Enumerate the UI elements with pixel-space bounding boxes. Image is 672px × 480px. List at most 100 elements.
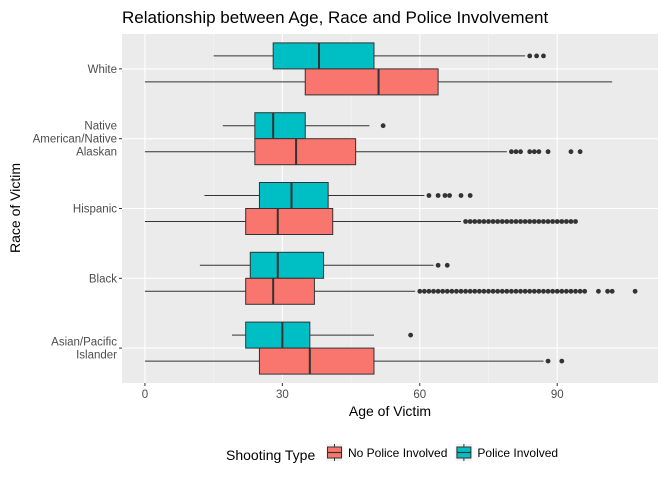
outlier-point bbox=[481, 219, 487, 224]
outlier-point bbox=[463, 288, 468, 294]
outlier-point bbox=[449, 288, 455, 294]
outlier-point bbox=[426, 193, 432, 198]
legend-label: Police Involved bbox=[477, 446, 558, 460]
outlier-point bbox=[509, 219, 514, 224]
outlier-point bbox=[458, 193, 464, 198]
outlier-point bbox=[495, 288, 501, 294]
outlier-point bbox=[504, 288, 510, 294]
outlier-point bbox=[554, 288, 560, 294]
outlier-point bbox=[527, 149, 533, 155]
outlier-point bbox=[568, 288, 574, 294]
outlier-point bbox=[495, 219, 501, 224]
outlier-point bbox=[545, 219, 551, 224]
outlier-point bbox=[550, 288, 556, 294]
outlier-point bbox=[467, 193, 473, 198]
outlier-point bbox=[513, 288, 519, 294]
box bbox=[245, 321, 311, 349]
outlier-point bbox=[573, 219, 578, 224]
outlier-point bbox=[577, 149, 583, 155]
outlier-point bbox=[522, 219, 528, 224]
outlier-point bbox=[490, 288, 496, 294]
outlier-point bbox=[554, 219, 560, 224]
y-tick-label-line: Islander bbox=[76, 350, 117, 362]
y-tick-label-line: Asian/Pacific bbox=[51, 337, 117, 349]
outlier-point bbox=[605, 288, 611, 294]
outlier-point bbox=[447, 193, 452, 198]
y-tick-label: Asian/Pacific Islander bbox=[51, 337, 117, 362]
outlier-point bbox=[467, 288, 473, 294]
outlier-point bbox=[408, 332, 414, 338]
outlier-point bbox=[426, 288, 432, 294]
x-tick-label: 30 bbox=[276, 389, 289, 401]
outlier-point bbox=[499, 288, 505, 294]
outlier-point bbox=[568, 219, 574, 224]
outlier-point bbox=[550, 219, 556, 224]
box bbox=[254, 138, 357, 166]
outlier-point bbox=[435, 288, 441, 294]
outlier-point bbox=[559, 288, 565, 294]
outlier-point bbox=[545, 288, 551, 294]
outlier-point bbox=[417, 288, 423, 294]
outlier-point bbox=[481, 288, 487, 294]
box bbox=[258, 347, 375, 375]
outlier-point bbox=[421, 288, 427, 294]
outlier-point bbox=[563, 219, 569, 224]
y-ticks: White Native American/Native Alaskan Hispani… bbox=[33, 64, 122, 362]
outlier-point bbox=[527, 219, 533, 224]
box bbox=[272, 42, 375, 70]
legend-label: No Police Involved bbox=[348, 446, 447, 460]
outlier-point bbox=[454, 288, 459, 294]
outlier-point bbox=[596, 288, 601, 294]
outlier-point bbox=[431, 288, 436, 294]
outlier-point bbox=[541, 53, 546, 59]
outlier-point bbox=[476, 219, 482, 224]
outlier-point bbox=[509, 149, 514, 155]
outlier-point bbox=[463, 219, 468, 224]
grid-lines bbox=[122, 34, 658, 383]
outlier-point bbox=[490, 219, 496, 224]
box bbox=[245, 277, 315, 305]
outlier-point bbox=[534, 53, 539, 59]
outlier-point bbox=[531, 149, 537, 155]
outlier-point bbox=[518, 288, 523, 294]
outlier-point bbox=[527, 288, 533, 294]
box bbox=[245, 208, 334, 235]
box bbox=[304, 68, 439, 96]
outlier-point bbox=[499, 219, 505, 224]
outlier-point bbox=[577, 288, 583, 294]
outlier-point bbox=[435, 262, 441, 268]
outlier-point bbox=[559, 219, 565, 224]
outlier-point bbox=[632, 288, 638, 294]
x-tick-label: 0 bbox=[142, 389, 148, 401]
outlier-point bbox=[582, 288, 588, 294]
outlier-point bbox=[545, 358, 551, 364]
chart-title: Relationship between Age, Race and Polic… bbox=[122, 8, 548, 27]
y-tick-label: Black bbox=[89, 273, 117, 285]
outlier-point bbox=[472, 288, 478, 294]
outlier-point bbox=[527, 53, 533, 59]
y-tick-label-line: Black bbox=[89, 273, 117, 285]
box bbox=[249, 251, 325, 279]
outlier-point bbox=[531, 288, 537, 294]
x-tick-label: 60 bbox=[413, 389, 426, 401]
y-tick-label-line: American/Native bbox=[33, 134, 117, 146]
outlier-point bbox=[568, 149, 574, 155]
legend-title: Shooting Type bbox=[226, 447, 315, 463]
outlier-point bbox=[531, 219, 537, 224]
outlier-point bbox=[541, 219, 546, 224]
outlier-point bbox=[522, 288, 528, 294]
outlier-point bbox=[513, 149, 519, 155]
x-ticks: 0 30 60 90 bbox=[142, 383, 564, 401]
outlier-point bbox=[609, 288, 615, 294]
outlier-point bbox=[380, 123, 386, 129]
outlier-point bbox=[444, 262, 450, 268]
outlier-point bbox=[440, 288, 446, 294]
outlier-point bbox=[435, 193, 441, 198]
outlier-point bbox=[458, 288, 464, 294]
outlier-point bbox=[518, 149, 523, 155]
outlier-point bbox=[536, 288, 542, 294]
x-axis-title: Age of Victim bbox=[349, 403, 431, 419]
y-tick-label-line: Alaskan bbox=[76, 147, 117, 159]
outlier-point bbox=[541, 288, 546, 294]
